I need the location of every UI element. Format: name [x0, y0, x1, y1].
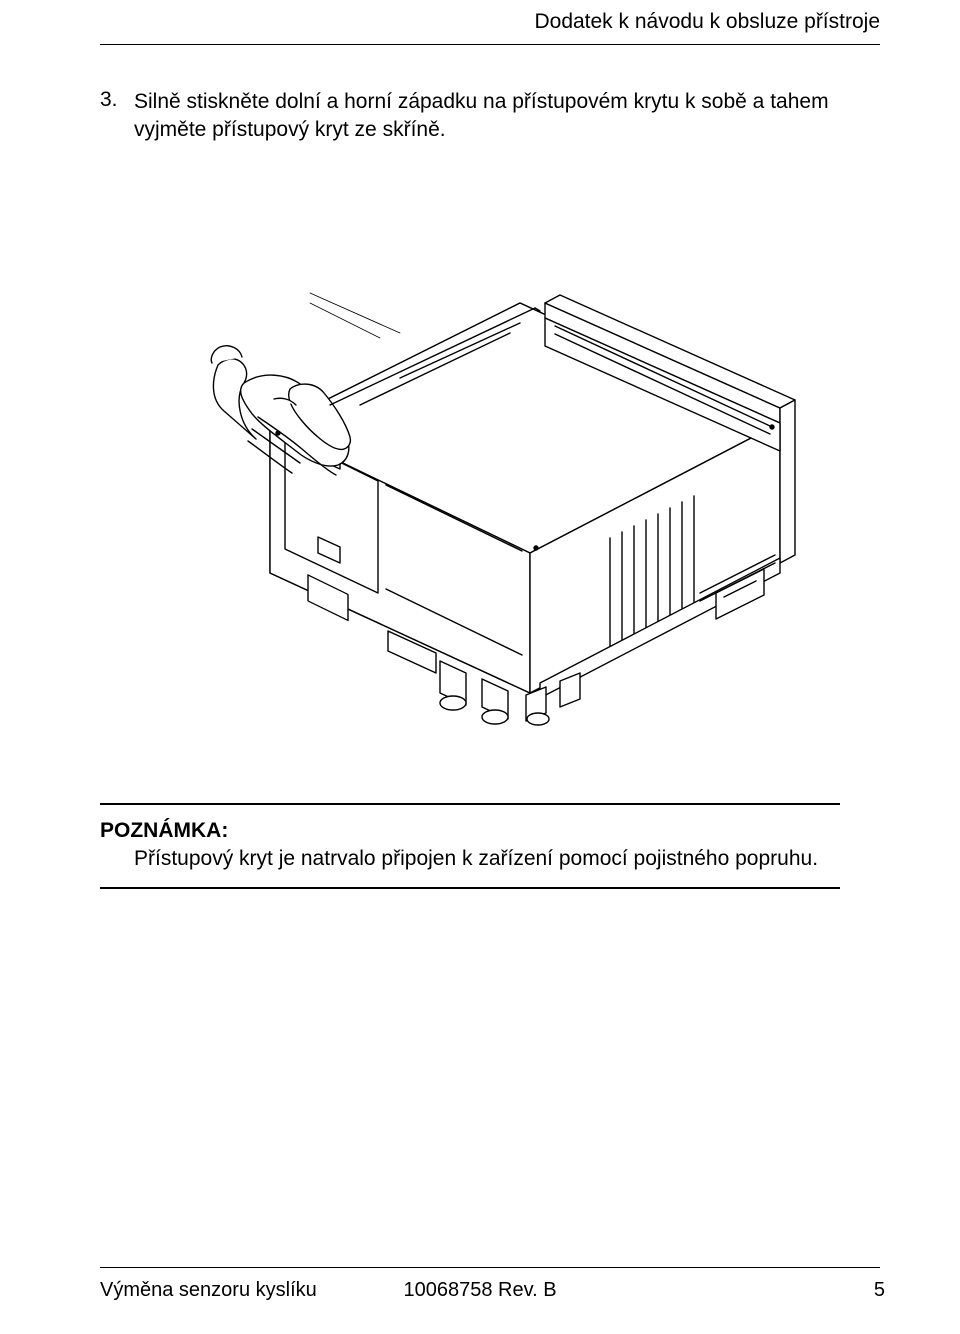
- header-rule: [100, 44, 880, 45]
- step-number: 3.: [100, 88, 134, 112]
- running-header: Dodatek k návodu k obsluze přístroje: [534, 10, 880, 34]
- footer-section-title: Výměna senzoru kyslíku: [100, 1279, 317, 1302]
- device-line-drawing-icon: [140, 193, 840, 753]
- step-text: Silně stiskněte dolní a horní západku na…: [134, 88, 880, 145]
- note-title: POZNÁMKA:: [100, 817, 840, 845]
- footer-doc-id: 10068758 Rev. B: [403, 1279, 556, 1302]
- figure-device-illustration: [100, 173, 880, 773]
- note-text: Přístupový kryt je natrvalo připojen k z…: [100, 845, 840, 873]
- page: Dodatek k návodu k obsluze přístroje 3. …: [0, 0, 960, 1334]
- instruction-step: 3. Silně stiskněte dolní a horní západku…: [100, 88, 880, 145]
- body: 3. Silně stiskněte dolní a horní západku…: [100, 88, 880, 889]
- note-box: POZNÁMKA: Přístupový kryt je natrvalo př…: [100, 803, 840, 890]
- footer-page-number: 5: [874, 1279, 885, 1302]
- footer-rule: [100, 1267, 880, 1268]
